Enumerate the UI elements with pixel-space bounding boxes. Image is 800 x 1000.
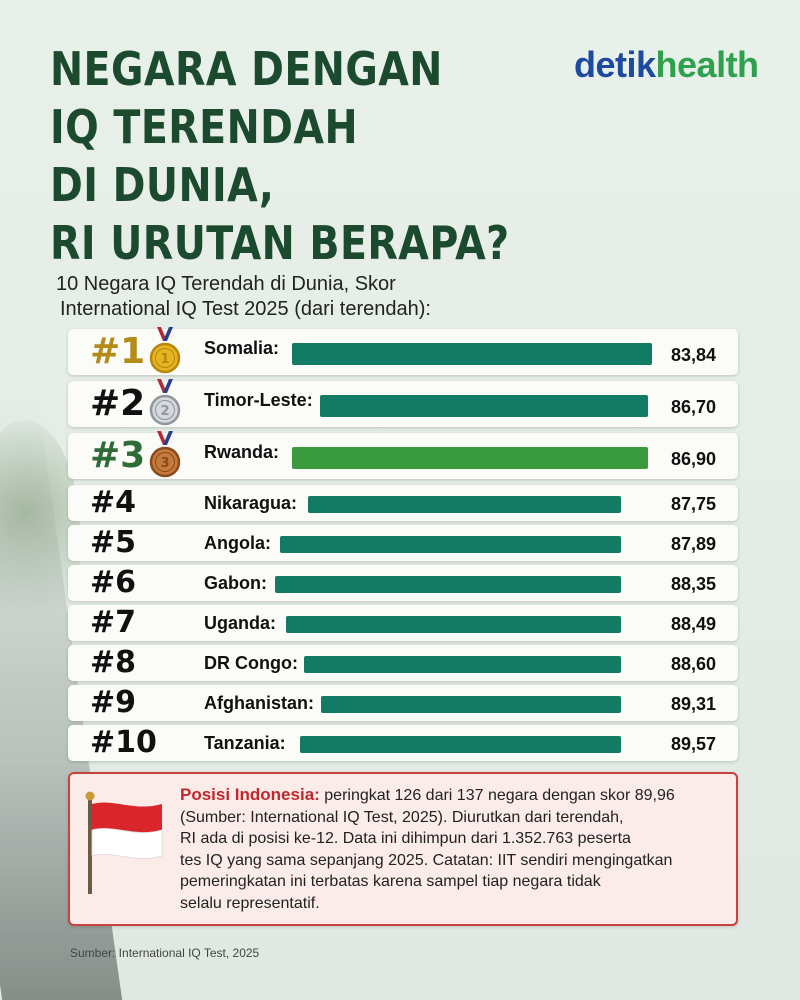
rank-label: #5	[90, 525, 137, 560]
chart-row: #5 Angola: 87,89	[68, 525, 738, 561]
bar	[292, 343, 652, 365]
rank-label: #10	[90, 725, 157, 760]
rank-label: #7	[90, 605, 137, 640]
value-label: 88,35	[670, 574, 716, 594]
value-label: 87,75	[670, 494, 716, 514]
subtitle-line-1: 10 Negara IQ Terendah di Dunia, Skor	[56, 273, 396, 295]
indonesia-flag-icon	[85, 791, 163, 894]
country-label: Angola:	[204, 533, 271, 553]
chart-subtitle: 10 Negara IQ Terendah di Dunia, Skor Int…	[56, 272, 496, 322]
note-line-6: selalu representatif.	[180, 894, 320, 912]
note-line-2: (Sumber: International IQ Test, 2025). D…	[180, 808, 624, 826]
rank-label: #3	[90, 435, 146, 476]
country-label: Tanzania:	[204, 733, 286, 753]
chart-row: #10 Tanzania: 89,57	[68, 725, 738, 761]
rank-label: #1	[90, 331, 146, 372]
title-line-1: NEGARA DENGAN	[50, 42, 443, 96]
bar	[275, 576, 621, 593]
chart-row: #7 Uganda: 88,49	[68, 605, 738, 641]
note-line-1: Posisi Indonesia: peringkat 126 dari 137…	[180, 784, 720, 807]
chart-row: #1 1 Somalia: 83,84	[68, 327, 738, 375]
bar	[320, 395, 649, 417]
silver-medal-icon: 2	[149, 379, 181, 426]
country-label: Nikaragua:	[204, 493, 298, 513]
country-label: Gabon:	[204, 573, 267, 593]
brand-logo: detikhealth	[574, 44, 759, 86]
indonesia-note-text: Posisi Indonesia: peringkat 126 dari 137…	[180, 784, 720, 914]
indonesia-note-box: Posisi Indonesia: peringkat 126 dari 137…	[68, 772, 738, 926]
title-line-4: RI URUTAN BERAPA?	[50, 216, 510, 270]
bar	[308, 496, 621, 513]
subtitle-line-2: International IQ Test 2025 (dari terenda…	[60, 298, 431, 320]
note-lead: Posisi Indonesia:	[180, 785, 320, 804]
source-caption: Sumber: International IQ Test, 2025	[70, 946, 260, 960]
value-label: 86,90	[670, 449, 716, 469]
country-label: DR Congo:	[204, 653, 298, 673]
title-line-3: DI DUNIA,	[50, 158, 275, 212]
svg-text:2: 2	[160, 404, 169, 419]
value-label: 86,70	[670, 397, 716, 417]
bar	[286, 616, 621, 633]
bar	[304, 656, 621, 673]
country-label: Rwanda:	[204, 442, 280, 462]
value-label: 89,31	[670, 694, 716, 714]
svg-text:1: 1	[160, 352, 169, 367]
bronze-medal-icon: 3	[149, 431, 181, 478]
chart-row: #2 2 Timor-Leste: 86,70	[68, 379, 738, 427]
chart-row: #6 Gabon: 88,35	[68, 565, 738, 601]
note-line-4: tes IQ yang sama sepanjang 2025. Catatan…	[180, 851, 673, 869]
gold-medal-icon: 1	[149, 327, 181, 374]
value-label: 88,49	[670, 614, 716, 634]
bar	[321, 696, 621, 713]
rank-label: #2	[90, 383, 146, 424]
rank-label: #4	[90, 485, 137, 520]
note-line-3: RI ada di posisi ke-12. Data ini dihimpu…	[180, 830, 631, 847]
value-label: 88,60	[670, 654, 716, 674]
value-label: 83,84	[670, 345, 716, 365]
chart-row: #8 DR Congo: 88,60	[68, 645, 738, 681]
brand-logo-part1: detik	[574, 44, 656, 85]
rank-label: #6	[90, 565, 137, 600]
note-line-5: pemeringkatan ini terbatas karena sampel…	[180, 873, 601, 890]
chart-row: #3 3 Rwanda: 86,90	[68, 431, 738, 479]
brand-logo-part2: health	[655, 44, 760, 85]
title-line-2: IQ TERENDAH	[50, 100, 359, 154]
country-label: Afghanistan:	[204, 693, 314, 713]
rank-label: #9	[90, 685, 137, 720]
country-label: Uganda:	[204, 613, 276, 633]
chart-row: #4 Nikaragua: 87,75	[68, 485, 738, 521]
country-label: Somalia:	[204, 338, 280, 358]
value-label: 87,89	[670, 534, 716, 554]
svg-text:3: 3	[160, 456, 169, 471]
chart-row: #9 Afghanistan: 89,31	[68, 685, 738, 721]
country-label: Timor-Leste:	[204, 390, 313, 410]
bar	[300, 736, 621, 753]
note-text-1: peringkat 126 dari 137 negara dengan sko…	[324, 787, 675, 804]
value-label: 89,57	[670, 734, 716, 754]
page-title: NEGARA DENGAN IQ TERENDAH DI DUNIA, RI U…	[50, 40, 510, 272]
rank-label: #8	[90, 645, 137, 680]
bar	[292, 447, 649, 469]
bar	[280, 536, 621, 553]
